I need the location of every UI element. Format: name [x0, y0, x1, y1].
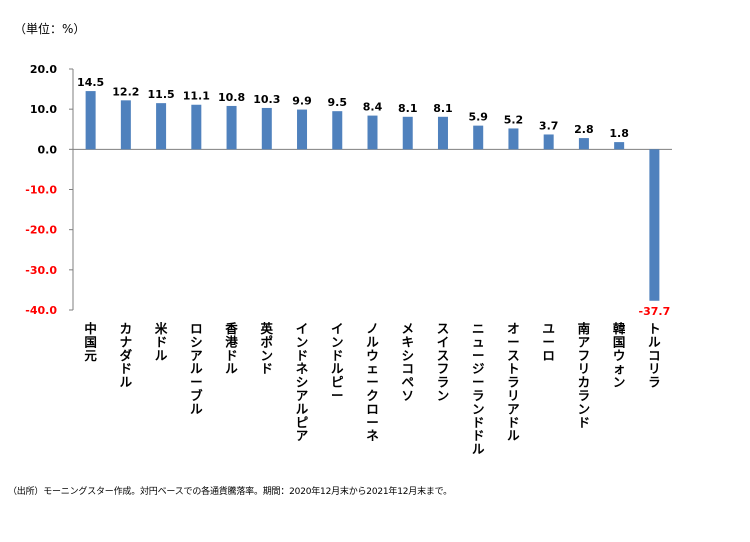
data-label: 11.5: [148, 88, 175, 101]
category-label: トルコリラ: [648, 321, 661, 390]
data-label: 1.8: [609, 127, 629, 140]
data-label: 8.1: [398, 102, 418, 115]
y-tick-label: -30.0: [25, 264, 57, 277]
bar: [473, 125, 484, 150]
bar: [120, 100, 131, 150]
category-label: 中国元: [84, 321, 97, 363]
bar: [578, 138, 589, 150]
category-label: メキシコペソ: [401, 321, 414, 403]
category-label: 香港ドル: [224, 321, 238, 376]
data-label: 9.9: [292, 95, 312, 108]
data-label: 5.2: [504, 113, 524, 126]
data-label: 12.2: [112, 85, 139, 98]
data-label: 10.3: [253, 93, 280, 106]
category-label: 英ポンド: [261, 321, 274, 376]
bar-chart: 20.0 10.0 0.0 -10.0 -20.0 -30.0 -40.0 14.5 中国元 12…: [25, 63, 672, 457]
category-label: ロシアルーブル: [190, 321, 203, 416]
category-label: インドルピー: [331, 321, 344, 403]
data-label: 9.5: [328, 96, 348, 109]
category-label: インドネシアルピア: [296, 321, 309, 443]
bar: [156, 103, 167, 150]
y-tick-label: 20.0: [30, 63, 57, 76]
y-tick-label: -40.0: [25, 304, 57, 317]
y-tick-label: 0.0: [38, 143, 58, 156]
category-label: ノルウェークローネ: [366, 321, 379, 443]
category-label: 韓国ウォン: [613, 321, 626, 390]
category-label: ニュージーランドドル: [472, 321, 485, 457]
category-label: ユーロ: [542, 321, 555, 363]
unit-label: （単位：%）: [14, 22, 86, 36]
bar: [85, 91, 96, 150]
data-label: 8.1: [433, 102, 453, 115]
bar: [437, 116, 448, 150]
category-label: 米ドル: [154, 321, 168, 363]
y-tick-label: -10.0: [25, 184, 57, 197]
category-label: カナダドル: [120, 321, 133, 390]
bar: [332, 111, 343, 150]
bar: [297, 109, 308, 150]
bar: [614, 142, 625, 150]
data-label: 11.1: [183, 90, 210, 103]
category-label: スイスフラン: [437, 321, 450, 403]
data-label: 3.7: [539, 119, 559, 132]
bar: [226, 105, 237, 150]
bar: [367, 115, 378, 150]
bar: [261, 107, 272, 150]
data-label: 8.4: [363, 101, 383, 114]
source-note: （出所）モーニングスター作成。対円ベースでの各通貨騰落率。期間：2020年12月…: [8, 487, 452, 497]
y-tick-label: -20.0: [25, 224, 57, 237]
data-label: 5.9: [468, 111, 488, 124]
data-label: 10.8: [218, 91, 245, 104]
data-label: -37.7: [639, 305, 671, 318]
data-label: 2.8: [574, 123, 594, 136]
bar: [508, 128, 519, 150]
bar: [543, 134, 554, 150]
bar: [402, 116, 413, 150]
bar: [649, 149, 660, 301]
y-tick-label: 10.0: [30, 103, 57, 116]
category-label: 南アフリカランド: [578, 321, 591, 430]
category-label: オーストラリアドル: [507, 321, 520, 443]
data-label: 14.5: [77, 76, 104, 89]
bar: [191, 104, 202, 150]
